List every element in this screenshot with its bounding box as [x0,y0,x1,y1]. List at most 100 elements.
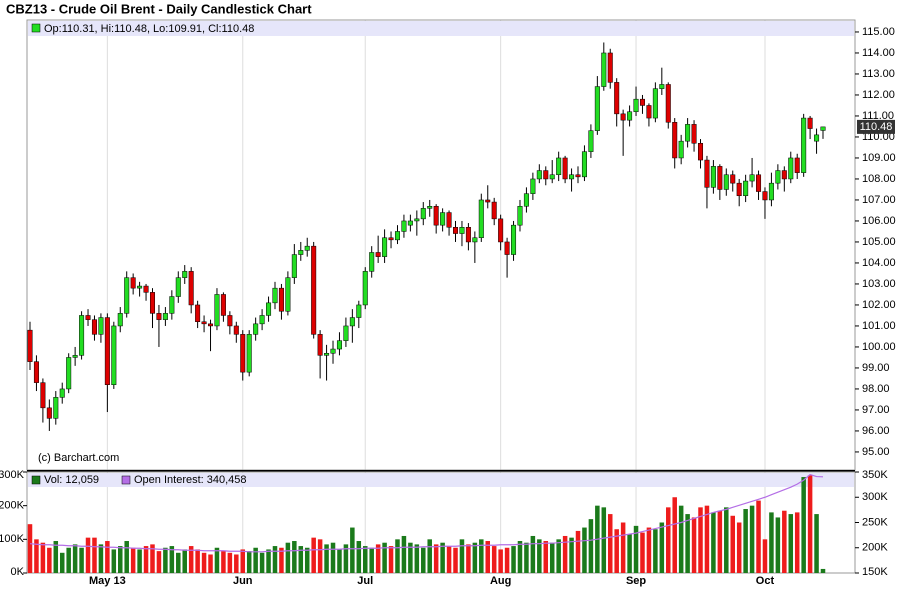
volume-bar [176,552,181,573]
y-tick-label: 95.00 [862,446,890,458]
volume-bar [47,547,52,573]
candle-body [678,140,684,159]
volume-bar [769,512,774,573]
candle-body [175,277,181,297]
y-tick-label: 114.00 [862,47,895,59]
volume-bar [118,546,123,573]
volume-bar [227,552,233,573]
candle-body [633,98,639,113]
candle-body [324,352,330,356]
volume-bar [92,537,97,573]
candle-body [491,201,497,220]
volume-bar [549,542,555,573]
volume-bar [724,507,729,573]
volume-bar [79,547,84,573]
volume-bar [163,547,168,573]
candle-body [665,84,671,123]
volume-bar [143,546,149,573]
candle-body [169,296,175,314]
candle-body [188,271,194,306]
y-tick-label: 99.00 [862,362,890,374]
volume-bar [685,514,690,573]
volume-bar [582,527,587,573]
volume-bar [620,522,626,573]
y-tick-label: 0K [11,566,25,578]
x-tick-label: Sep [626,575,646,587]
volume-bar [453,547,458,573]
candle-body [33,361,39,383]
candle-body [208,323,214,327]
volume-bar [704,505,710,573]
volume-bar [511,546,516,573]
volume-bar [34,539,39,573]
candle-body [266,302,272,316]
candle-body [575,174,581,178]
volume-bar [433,544,439,573]
candle-body [710,166,716,188]
candle-body [298,250,304,255]
x-tick-label: May 13 [89,575,126,587]
candle-body [652,88,658,119]
volume-bar [330,542,336,573]
candle-body [240,334,246,373]
volume-bar [569,537,574,573]
volume-bar [304,547,310,573]
y-tick-label: 102.00 [862,299,896,311]
candle-body [291,254,297,278]
candle-body [85,315,91,320]
candle-body [362,271,368,306]
legend-strip [28,21,854,36]
candle-body [214,294,220,327]
candle-body [478,199,484,239]
candle-body [91,319,97,335]
volume-bar [633,525,639,573]
candle-body [311,245,317,335]
volume-bar [749,505,755,573]
candle-body [814,134,820,142]
candle-body [627,111,633,121]
volume-bar [730,515,735,573]
volume-bar [562,535,568,573]
candle-body [40,382,46,409]
x-tick-label: Aug [490,575,511,587]
y2-tick-label: 200K [862,542,888,554]
candle-body [304,245,310,251]
volume-bar [234,554,239,573]
volume-bar [691,517,697,573]
candle-body [420,208,426,220]
volume-bar [240,549,246,573]
candle-body [672,122,678,159]
candle-body [768,182,774,201]
volume-bar [201,552,207,573]
candle-body [762,191,768,201]
candle-body [246,334,252,373]
candle-body [743,180,749,197]
candle-body [691,124,697,144]
y-tick-label: 111.00 [862,110,894,122]
x-tick-label: Jun [233,575,253,587]
oi-swatch [121,475,131,485]
volume-bar [807,475,813,573]
candle-body [124,277,130,314]
candle-body [53,397,59,419]
volume-bar [537,539,542,573]
volume-bar [672,497,677,573]
candle-body [233,325,239,335]
candle-body [820,126,826,131]
volume-bar [794,512,800,573]
candle-body [685,124,691,142]
candle-body [427,206,433,209]
candle-body [794,157,800,173]
candle-body [369,252,375,272]
candle-body [543,170,549,180]
candle-body [195,304,201,322]
volume-bar [446,546,452,573]
candle-body [356,304,362,318]
volume-bar [214,547,220,573]
candle-body [130,277,136,289]
candle-body [72,355,78,358]
candle-body [394,231,400,241]
candle-body [459,227,465,234]
volume-bar [524,542,529,573]
